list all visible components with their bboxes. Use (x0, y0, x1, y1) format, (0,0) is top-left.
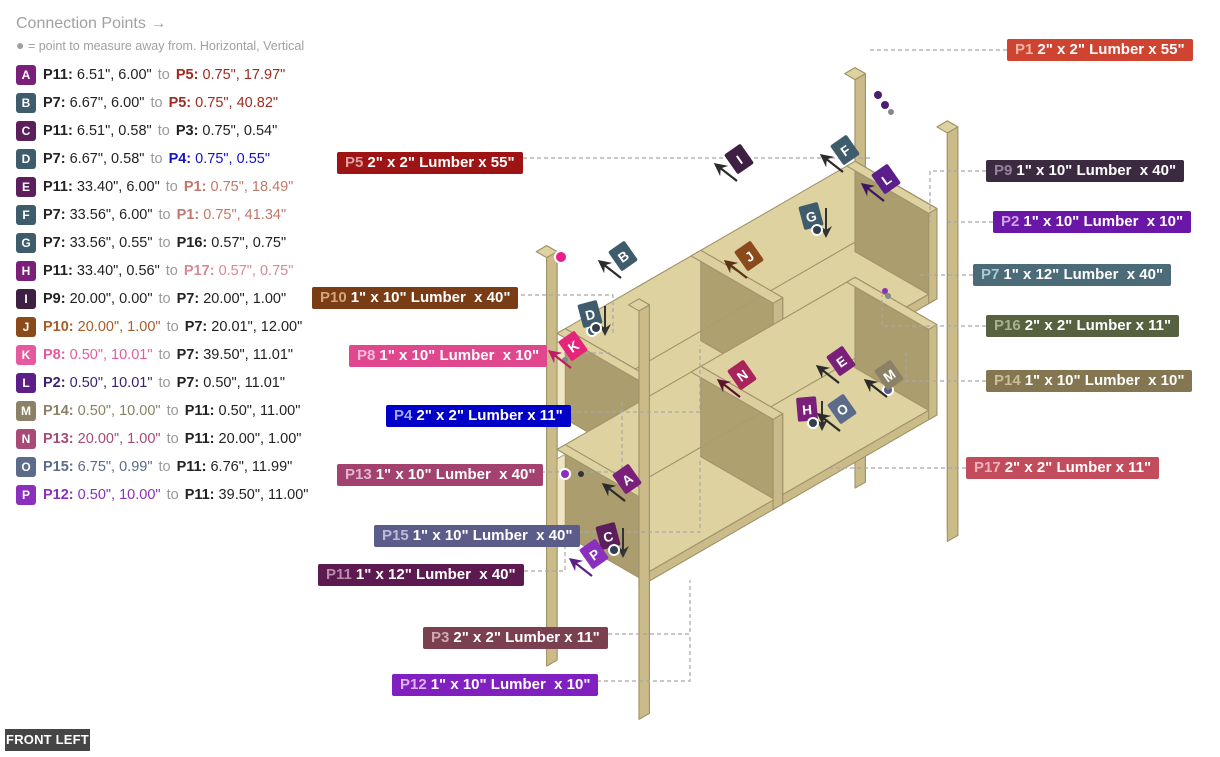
svg-text:H: H (802, 402, 813, 418)
